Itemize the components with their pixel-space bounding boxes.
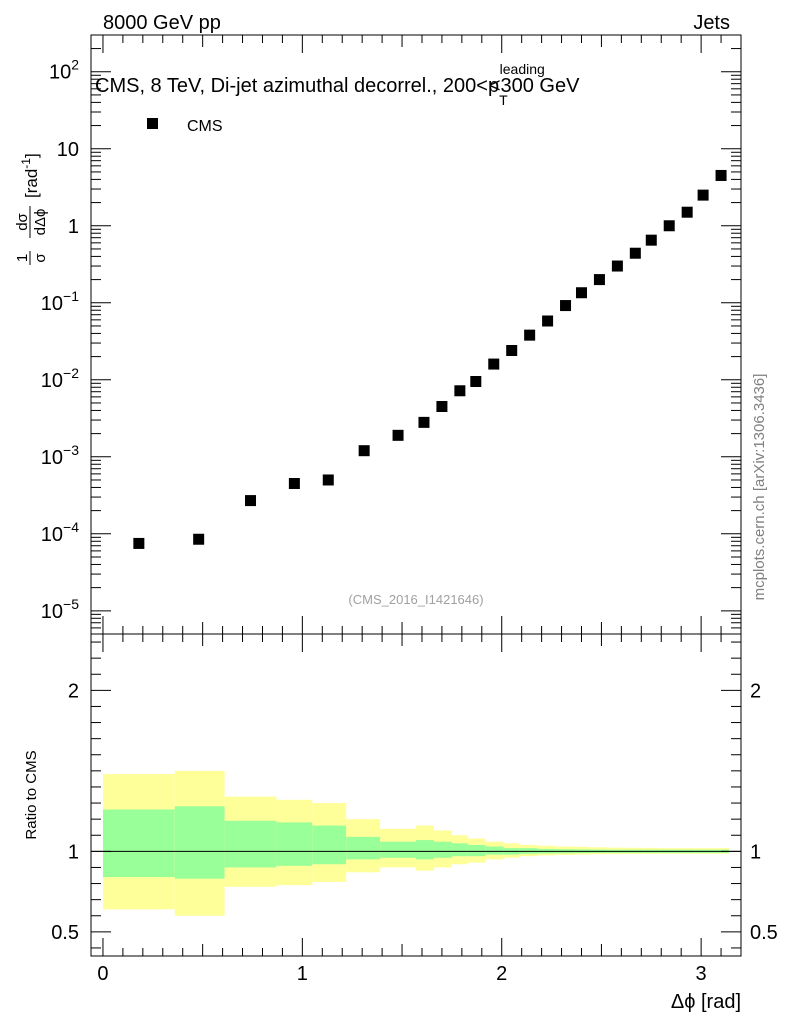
data-point xyxy=(193,533,205,545)
data-point xyxy=(392,429,404,441)
data-point xyxy=(560,300,572,312)
y-tick-label: 10−4 xyxy=(41,519,79,546)
header-right: Jets xyxy=(693,12,730,34)
inner-band xyxy=(346,836,381,860)
data-point xyxy=(418,416,430,428)
y-tick-label: 10−2 xyxy=(41,365,79,392)
inner-band xyxy=(485,846,504,855)
data-point xyxy=(488,358,500,370)
y-tick-label: 10−1 xyxy=(41,288,79,315)
inner-band xyxy=(451,843,468,857)
ratio-y-tick-label-right: 2 xyxy=(750,680,761,702)
x-tick-label: 1 xyxy=(297,963,308,985)
ratio-bands xyxy=(102,770,730,916)
ratio-y-label: Ratio to CMS xyxy=(23,750,40,839)
y-tick-label: 10 xyxy=(57,139,79,161)
legend-marker xyxy=(147,118,158,129)
data-point xyxy=(524,329,536,341)
data-point xyxy=(454,385,466,397)
y-tick-label: 10−3 xyxy=(41,442,79,469)
ylabel-frac2-den: dΔϕ xyxy=(32,209,49,236)
y-tick-label: 1 xyxy=(68,216,79,238)
x-tick-label: 2 xyxy=(496,963,507,985)
data-points xyxy=(133,169,727,549)
data-point xyxy=(715,169,727,181)
inner-band xyxy=(174,806,225,879)
inner-band xyxy=(416,840,434,860)
data-point xyxy=(629,247,641,259)
data-point xyxy=(663,220,675,232)
data-point xyxy=(133,537,145,549)
data-point xyxy=(681,206,693,218)
data-point xyxy=(611,260,623,272)
ratio-y-tick-label: 2 xyxy=(68,680,79,702)
data-point xyxy=(593,274,605,286)
x-tick-label: 0 xyxy=(97,963,108,985)
data-point xyxy=(322,474,334,486)
x-tick-label: 3 xyxy=(696,963,707,985)
data-point xyxy=(245,495,257,507)
plot-title: CMS, 8 TeV, Di-jet azimuthal decorrel., … xyxy=(95,61,580,108)
main-plot: 102 10 1 10−1 10−2 10−3 10−4 10−5 CMS, 8 TeV, D… xyxy=(14,34,742,635)
ratio-y-tick-label-right: 0.5 xyxy=(750,922,778,944)
inner-band xyxy=(433,841,452,858)
ratio-tick-labels: 0.5 0.5 1 1 2 2 0 1 2 3 xyxy=(51,680,778,985)
ratio-y-tick-label-right: 1 xyxy=(750,841,761,863)
ratio-frame xyxy=(90,633,742,957)
data-point xyxy=(506,345,518,357)
data-point xyxy=(542,315,554,327)
data-point xyxy=(288,478,300,490)
inner-band xyxy=(312,825,347,865)
inner-band xyxy=(276,822,313,866)
side-label: mcplots.cern.ch [arXiv:1306.3436] xyxy=(751,374,768,601)
data-point xyxy=(645,234,657,246)
inner-band xyxy=(224,820,277,868)
ylabel-frac1-num: 1 xyxy=(14,254,31,262)
ratio-y-tick-label: 0.5 xyxy=(51,922,79,944)
main-y-label: 1 σ dσ dΔϕ [rad-1] xyxy=(14,153,49,265)
inner-band xyxy=(467,844,486,857)
data-point xyxy=(436,400,448,412)
data-point xyxy=(697,189,709,201)
ylabel-unit: [rad-1] xyxy=(19,153,41,198)
inner-band xyxy=(102,809,175,878)
ratio-y-tick-label: 1 xyxy=(68,841,79,863)
data-point xyxy=(358,445,370,457)
inner-band xyxy=(380,841,416,858)
main-axis-ticks xyxy=(91,34,742,634)
ratio-axis-ticks xyxy=(91,634,742,956)
x-axis-label: Δϕ [rad] xyxy=(671,991,741,1013)
main-y-tick-labels: 102 10 1 10−1 10−2 10−3 10−4 10−5 xyxy=(41,57,79,623)
ratio-plot: 0.5 0.5 1 1 2 2 0 1 2 3 Ratio to CMS Δϕ [rad] xyxy=(23,633,778,1013)
ylabel-frac1-den: σ xyxy=(32,253,49,263)
legend-label: CMS xyxy=(187,118,223,135)
data-point xyxy=(575,287,587,299)
y-tick-label: 10−5 xyxy=(41,596,79,623)
data-point xyxy=(470,376,482,388)
header-left: 8000 GeV pp xyxy=(103,12,221,34)
y-tick-label: 102 xyxy=(49,57,79,84)
watermark: (CMS_2016_I1421646) xyxy=(348,592,483,607)
ylabel-frac2-num: dσ xyxy=(14,212,31,230)
